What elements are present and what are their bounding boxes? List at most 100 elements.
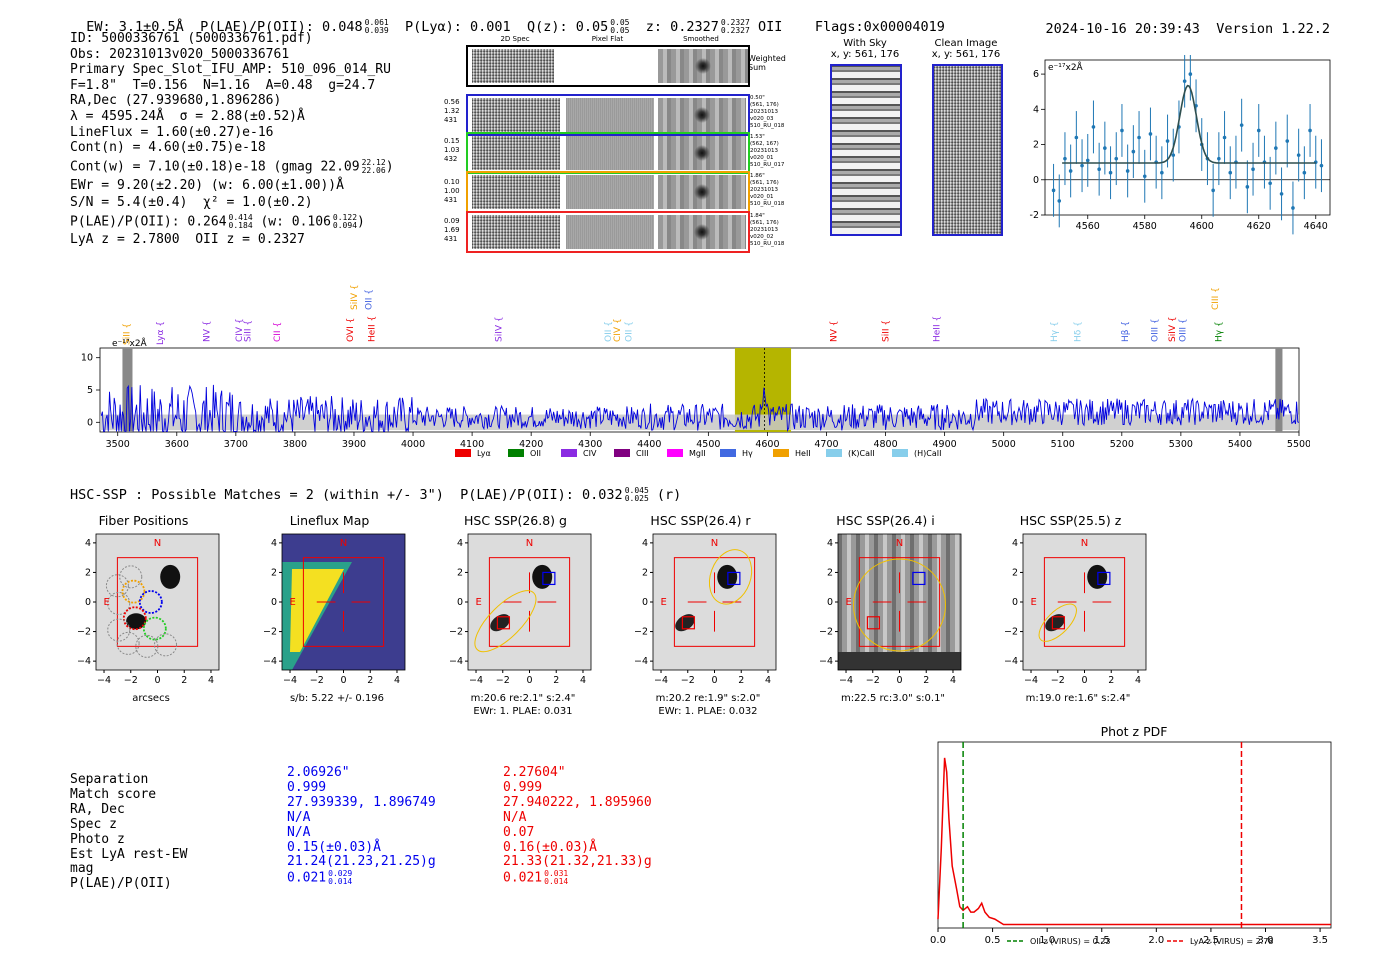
hsc-panel-g-cap2: EWr: 1. PLAE: 0.031: [473, 706, 572, 717]
cutout-ytick-label: −2: [77, 627, 91, 638]
fit-xtick-label: 4640: [1304, 221, 1328, 232]
fit-data-point: [1051, 188, 1056, 193]
header-z: z: 0.2327: [645, 19, 719, 35]
north-label: N: [526, 538, 533, 549]
exposure-row-1: [466, 94, 750, 136]
spec-line-label: OII {: [604, 321, 614, 342]
row3-flat: [566, 175, 654, 209]
cutout-ytick-label: 0: [827, 597, 833, 608]
cutout-xtick-label: −2: [866, 675, 880, 686]
hsc-panel-r-cap1: m:20.2 re:1.9" s:2.0": [656, 693, 761, 704]
fit-data-point: [1120, 128, 1124, 133]
spec-xtick-label: 4300: [578, 439, 602, 450]
fit-data-point: [1063, 156, 1067, 161]
fit-data-point: [1114, 156, 1119, 161]
red-plae-lo: 0.014: [544, 877, 569, 887]
header-z-lo: 0.2327: [720, 26, 750, 35]
hsc-panel-g-img: N E −4 −4 −2 −2 0 0 2 2 4 4: [449, 533, 592, 686]
cutout-xtick-label: 0: [154, 675, 160, 686]
blue-score: 0.999: [287, 779, 327, 795]
row4-w2: 1.69: [444, 226, 460, 234]
spec-ytick-label: 0: [87, 417, 93, 428]
fit-data-point: [1211, 188, 1215, 193]
info-obs: Obs: 20231013v020_5000336761: [70, 46, 290, 62]
match-label-score: Match score: [70, 786, 157, 802]
cutout-frame: [837, 533, 962, 671]
clean-image: [932, 64, 1003, 236]
aperture-box: [302, 557, 385, 647]
spec-line-label: CII {: [273, 322, 283, 342]
exposure-rows: [466, 94, 750, 253]
spec-legend-swatch: [508, 449, 524, 457]
row2-note-amp: 510_RU_017: [750, 162, 785, 168]
match-blue-square: [912, 571, 926, 586]
cutout-xtick-label: −4: [97, 675, 111, 686]
with-sky-title: With Sky: [843, 38, 887, 49]
hsc-panel-fiber-img: N E −4 −4 −2 −2 0 0 2 2 4 4: [77, 533, 220, 686]
spec-xtick-label: 5300: [1169, 439, 1193, 450]
spec-line-label: HeII {: [932, 316, 942, 342]
info-contw-close: ): [385, 159, 394, 175]
cutout-panel: 2D Spec Pixel Flat Smoothed Weighted Sum: [440, 33, 800, 255]
cutout-ytick-label: 4: [271, 538, 277, 549]
hsc-title-line: HSC-SSP : Possible Matches = 2 (within +…: [70, 487, 681, 504]
row1-note: 0.50" (561, 176) 20231013 v020_03 510_RU_018: [750, 95, 798, 130]
row4-weights: 0.09 1.69 431: [444, 217, 466, 244]
photz-xtick-label: 2.0: [1148, 935, 1164, 946]
blue-plae-hi: 0.029: [328, 869, 353, 879]
weighted-smoothed: [658, 49, 748, 83]
blue-photoz: N/A: [287, 824, 311, 840]
hsc-panel-g-cap1: m:20.6 re:2.1" s:2.4": [471, 693, 576, 704]
blue-specz: N/A: [287, 809, 311, 825]
cutout-xtick-label: −2: [124, 675, 138, 686]
fit-data-point: [1085, 158, 1090, 163]
hsc-panel-z-img: N E −4 −4 −2 −2 0 0 2 2 4 4: [1004, 533, 1147, 686]
galaxy-upper: [1087, 564, 1108, 589]
east-label: E: [104, 597, 110, 608]
fit-xtick-label: 4580: [1133, 221, 1157, 232]
row3-2dspec: [472, 175, 560, 209]
spec-line-label: NV {: [830, 321, 840, 342]
header-z-line: OII: [757, 19, 783, 35]
row2-w3: 432: [444, 155, 458, 163]
match-labels: Separation Match score RA, Dec Spec z Ph…: [70, 772, 187, 892]
fit-data-point: [1222, 135, 1227, 140]
fit-data-point: [1296, 153, 1301, 157]
fit-data-point: [1279, 192, 1284, 196]
cutout-xtick-label: 4: [765, 675, 771, 686]
sep-ellipse: [708, 549, 753, 605]
row1-note-xy: (561, 176): [750, 102, 779, 108]
spec-xtick-label: 4400: [637, 439, 661, 450]
spec-legend-label: (K)CaII: [848, 449, 875, 458]
red-plae: 0.021 0.031 0.014: [503, 870, 652, 886]
cutout-xtick-label: 4: [950, 675, 956, 686]
cutout-ytick-label: 4: [1012, 538, 1018, 549]
info-plae-wlo: 0.094: [332, 221, 358, 231]
spec-legend-swatch: [667, 449, 683, 457]
photz-xtick-label: 0.0: [930, 935, 946, 946]
row1-w2: 1.32: [444, 107, 460, 115]
spec-legend-label: Lyα: [477, 449, 491, 458]
hsc-panel-i-img: N E −4 −4 −2 −2 0 0 2 2 4 4: [819, 533, 962, 686]
cutout-xtick-label: 4: [394, 675, 400, 686]
row1-weights: 0.56 1.32 431: [444, 98, 466, 125]
cutout-ytick-label: 2: [271, 567, 277, 578]
hsc-panel-g: N E −4 −4 −2 −2 0 0 2 2 4 4 m:20.6 re:2.1" s:2.4" E…: [449, 533, 592, 717]
fit-ytick-label: 6: [1033, 69, 1039, 80]
match-blue-square: [727, 571, 741, 586]
spec-line-label: SiIV {: [350, 284, 360, 310]
fit-ytick-label: 4: [1033, 104, 1039, 115]
aperture-box: [488, 557, 571, 647]
spec-xtick-label: 3500: [106, 439, 130, 450]
north-label: N: [1081, 538, 1088, 549]
cutout-frame: [95, 533, 220, 671]
fit-data-point: [1251, 167, 1255, 172]
cutout-bg: [653, 534, 776, 670]
spec-xtick-label: 4700: [814, 439, 838, 450]
spec-xtick-label: 4600: [755, 439, 779, 450]
row3-note-xy: (561, 176): [750, 180, 779, 186]
cutout-xtick-label: 4: [1135, 675, 1141, 686]
cutout-xtick-label: 0: [896, 675, 902, 686]
fit-data-point: [1068, 169, 1073, 173]
photz-xtick-label: 0.5: [985, 935, 1001, 946]
